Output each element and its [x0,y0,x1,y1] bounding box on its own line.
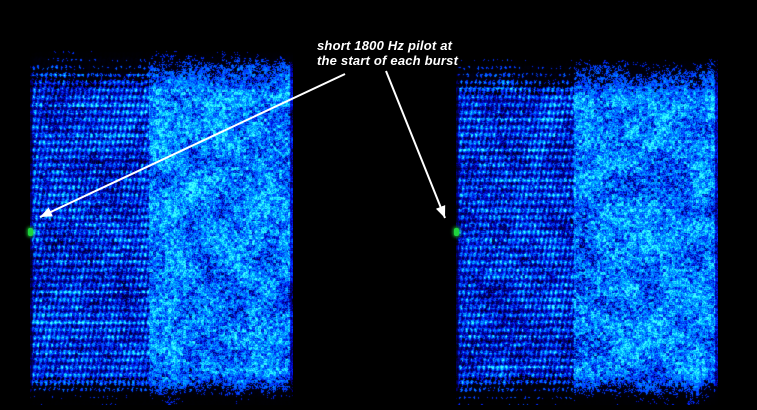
burst-1-spectrogram [30,50,293,405]
annotation-line-2: the start of each burst [317,53,459,68]
pilot-tone-marker-2 [454,228,459,236]
burst-2-spectrogram [456,50,718,405]
pilot-tone-marker-1 [28,228,33,236]
annotation-text: short 1800 Hz pilot at the start of each… [317,38,458,68]
annotation-line-1: short 1800 Hz pilot at [317,38,453,53]
arrow-to-burst-2-pilot [385,70,446,219]
